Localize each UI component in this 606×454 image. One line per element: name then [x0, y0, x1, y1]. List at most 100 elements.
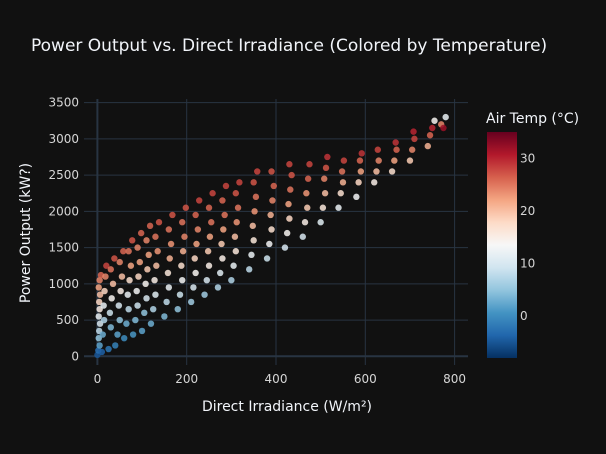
scatter-point [338, 168, 346, 175]
scatter-point [219, 197, 226, 204]
scatter-point [339, 179, 347, 186]
scatter-point [161, 313, 168, 320]
scatter-point [95, 313, 102, 320]
scatter-point [220, 226, 227, 233]
scatter-point [153, 262, 160, 269]
scatter-point [181, 233, 188, 240]
scatter-point [99, 331, 106, 338]
scatter-point [267, 211, 274, 219]
scatter-point [231, 233, 239, 240]
scatter-point [103, 262, 110, 269]
scatter-point [114, 331, 121, 338]
scatter-point [250, 179, 257, 186]
scatter-point [163, 298, 170, 306]
scatter-point [174, 305, 181, 313]
scatter-point [232, 190, 240, 197]
scatter-point [306, 161, 313, 168]
scatter-point [356, 157, 364, 164]
scatter-point [286, 215, 293, 222]
scatter-point [283, 229, 291, 237]
y-tick-label: 2500 [48, 168, 79, 182]
scatter-point [281, 244, 289, 251]
y-tick-label: 1500 [48, 241, 79, 255]
scatter-point [146, 222, 154, 230]
scatter-point [120, 248, 127, 255]
x-tick-label: 600 [354, 372, 377, 386]
y-tick-label: 500 [56, 313, 79, 327]
scatter-point [218, 240, 225, 248]
scatter-point [95, 284, 102, 291]
scatter-point [285, 200, 292, 208]
scatter-point [98, 348, 106, 356]
scatter-point [137, 229, 145, 237]
scatter-point [440, 124, 447, 132]
scatter-point [196, 197, 203, 204]
scatter-point [192, 211, 199, 219]
scatter-point [317, 219, 324, 226]
scatter-point [138, 327, 146, 335]
scatter-point [209, 190, 216, 197]
chart-title: Power Output vs. Direct Irradiance (Colo… [31, 36, 547, 56]
colorbar-tick-label: 0 [520, 309, 528, 323]
scatter-point [270, 182, 277, 190]
scatter-point [123, 320, 130, 327]
scatter-point [109, 280, 117, 288]
colorbar [487, 132, 517, 358]
scatter-point [388, 168, 396, 175]
scatter-point [135, 273, 142, 280]
scatter-point [145, 251, 152, 259]
scatter-point [357, 168, 365, 175]
scatter-point [205, 262, 213, 269]
scatter-point [301, 219, 309, 226]
scatter-point [374, 146, 382, 153]
scatter-point [442, 113, 449, 121]
scatter-point [406, 157, 414, 164]
scatter-point [118, 273, 126, 280]
scatter-point [191, 255, 198, 262]
scatter-point [431, 117, 438, 124]
scatter-point [206, 233, 214, 240]
scatter-point [251, 208, 258, 215]
scatter-point [105, 345, 112, 353]
scatter-point [125, 248, 132, 255]
scatter-point [230, 262, 237, 269]
scatter-point [221, 211, 228, 219]
x-tick-label: 800 [443, 372, 466, 386]
scatter-point [192, 269, 199, 277]
scatter-point [268, 226, 275, 233]
scatter-point [178, 262, 185, 269]
scatter-point [129, 237, 136, 244]
scatter-point [151, 276, 158, 284]
scatter-point [304, 175, 312, 182]
scatter-point [152, 233, 159, 240]
colorbar-ticks: 0 10 20 30 [520, 151, 535, 323]
scatter-point [179, 276, 186, 284]
scatter-point [176, 291, 184, 298]
scatter-point [165, 226, 173, 233]
scatter-point [182, 204, 190, 211]
scatter-point [125, 305, 132, 313]
scatter-point [299, 233, 306, 240]
scatter-point [353, 193, 360, 201]
scatter-point [155, 219, 163, 226]
y-tick-label: 0 [71, 349, 79, 363]
scatter-point [116, 316, 123, 324]
scatter-point [236, 179, 243, 186]
scatter-point [152, 291, 159, 298]
scatter-point [164, 269, 172, 277]
scatter-point [205, 204, 213, 211]
scatter-point [115, 302, 123, 309]
scatter-point [179, 248, 187, 255]
scatter-point [100, 316, 108, 324]
scatter-point [190, 284, 197, 291]
x-axis-title: Direct Irradiance (W/m²) [202, 399, 372, 415]
scatter-point [167, 240, 175, 248]
scatter-point [324, 153, 331, 161]
scatter-point [111, 255, 118, 262]
scatter-point [141, 309, 148, 317]
scatter-point [355, 179, 362, 186]
scatter-point [107, 266, 114, 273]
scatter-point [150, 305, 157, 313]
scatter-point [358, 150, 365, 157]
y-tick-label: 3500 [48, 96, 79, 110]
